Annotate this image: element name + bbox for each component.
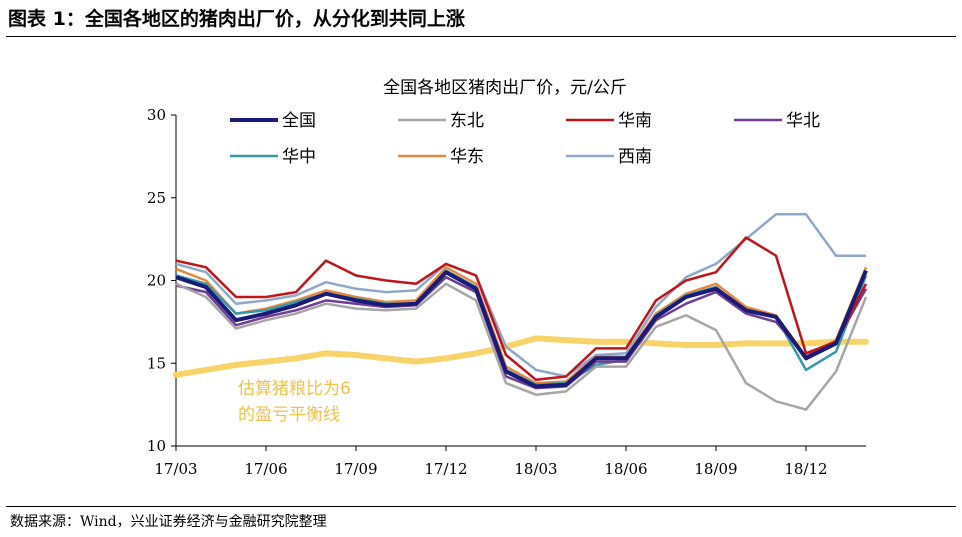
legend-label: 全国 — [282, 111, 316, 131]
reference-line-label-1: 估算猪粮比为6 — [238, 379, 351, 399]
line-chart: 全国各地区猪肉出厂价，元/公斤 10 15 20 25 30 17/03 17/06 17/0… — [147, 78, 869, 478]
source-divider — [6, 506, 956, 507]
x-tick-label: 17/09 — [334, 460, 377, 478]
series-line-西南 — [175, 213, 866, 378]
x-tick-label: 18/03 — [514, 460, 557, 478]
x-tick-label: 17/06 — [244, 460, 287, 478]
x-tick-label: 17/12 — [424, 460, 467, 478]
x-tick-label: 18/09 — [694, 460, 737, 478]
title-divider — [6, 36, 956, 37]
y-tick-label: 25 — [147, 189, 166, 207]
x-tick-label: 18/12 — [784, 460, 827, 478]
legend-label: 华中 — [282, 147, 316, 167]
reference-line-group — [173, 335, 869, 378]
source-note: 数据来源：Wind，兴业证券经济与金融研究院整理 — [10, 514, 327, 530]
figure-title: 图表 1：全国各地区的猪肉出厂价，从分化到共同上涨 — [8, 8, 465, 30]
chart-axes: 10 15 20 25 30 17/03 17/06 17/09 17/12 18/03 18/06… — [147, 106, 866, 478]
legend-label: 东北 — [450, 111, 484, 131]
legend-label: 华南 — [618, 111, 652, 131]
series-line-全国 — [175, 269, 868, 389]
y-tick-label: 30 — [147, 106, 166, 124]
series-line-华北 — [175, 275, 868, 390]
chart-title: 全国各地区猪肉出厂价，元/公斤 — [383, 78, 627, 98]
x-tick-label: 18/06 — [604, 460, 647, 478]
series-line-东北 — [175, 282, 868, 411]
breakeven-reference-line — [173, 335, 869, 378]
legend-label: 华东 — [450, 147, 484, 167]
y-tick-label: 10 — [147, 437, 166, 455]
series-line-华南 — [175, 236, 868, 382]
legend-label: 华北 — [786, 111, 820, 131]
reference-line-label-2: 的盈亏平衡线 — [238, 405, 340, 425]
series-lines — [175, 213, 868, 411]
y-tick-label: 15 — [147, 354, 166, 372]
y-tick-label: 20 — [147, 272, 166, 290]
x-tick-label: 17/03 — [154, 460, 197, 478]
legend-label: 西南 — [618, 147, 652, 167]
series-line-华东 — [175, 266, 868, 385]
